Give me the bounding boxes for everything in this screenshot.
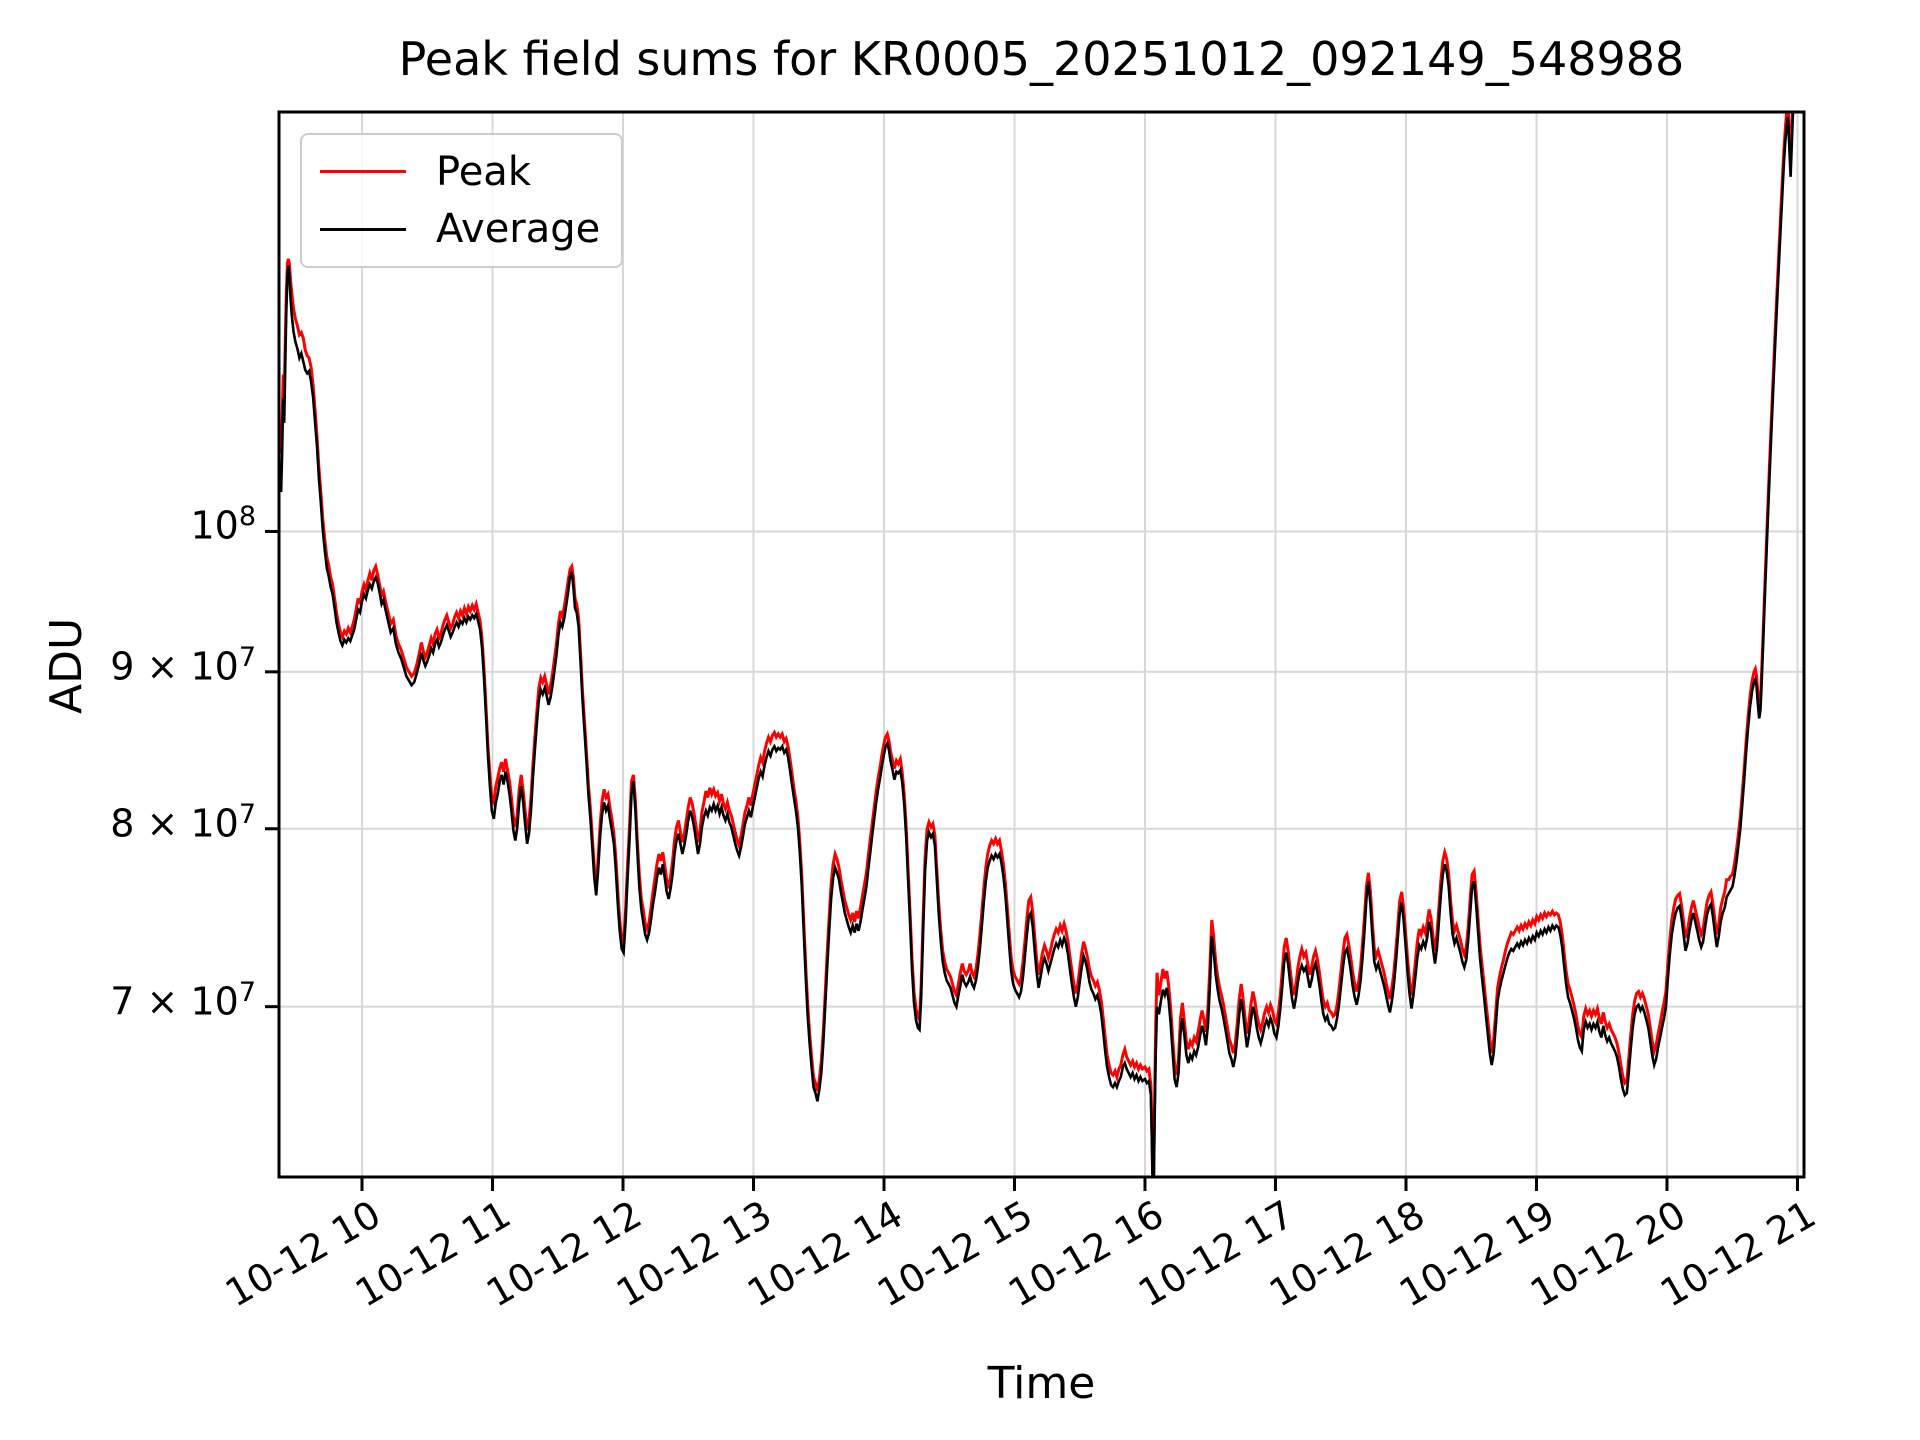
legend-label-peak: Peak [436,148,531,195]
y-tick-label: 108 [190,501,256,549]
y-tick-label: 8 × 107 [110,798,256,846]
legend-label-average: Average [436,206,601,253]
legend-item-peak: Peak [302,149,621,195]
average-series-line [279,112,1795,1177]
average-line-sample-icon [320,227,406,231]
x-axis-label: Time [987,1358,1096,1409]
peak-line-sample-icon [320,170,406,174]
legend: Peak Average [300,133,623,268]
y-tick-label: 7 × 107 [110,976,256,1024]
chart-title: Peak field sums for KR0005_20251012_0921… [398,32,1685,86]
y-tick-label: 9 × 107 [110,641,256,689]
legend-item-average: Average [302,206,621,252]
axes-frame [277,110,1806,1179]
